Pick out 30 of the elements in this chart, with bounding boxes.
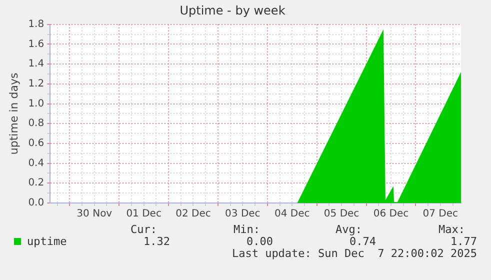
x-tick-label: 03 Dec [225,208,260,220]
text: Last update: Sun Dec 7 22:00:02 2025 [232,247,477,260]
text: 1.77 [450,235,477,248]
x-tick-label: 01 Dec [126,208,162,220]
legend-label: uptime [27,235,67,248]
y-tick-label: 1.4 [28,58,44,70]
text: Cur: [130,223,157,236]
x-tick-label: 05 Dec [324,208,360,220]
y-tick-label: 0.0 [28,198,44,209]
y-tick-label: 1.2 [28,78,44,90]
x-tick-label: 04 Dec [274,208,310,220]
text: Avg: [336,223,362,236]
y-tick-label: 1.0 [28,98,44,110]
text: Min: [234,223,260,236]
y-tick-label: 1.6 [28,38,44,50]
y-axis-title: uptime in days [7,72,20,155]
y-tick-label: 0.6 [28,138,44,150]
y-tick-label: 0.4 [28,158,44,169]
y-tick-label: 0.2 [28,178,44,189]
x-tick-label: 02 Dec [176,208,211,220]
y-tick-label: 0.8 [28,118,44,130]
x-tick-label: 30 Nov [76,208,112,220]
text: 0.74 [350,235,376,248]
x-tick-label: 07 Dec [422,208,458,220]
text: 0.00 [246,235,273,248]
x-tick-label: 06 Dec [373,208,409,220]
text: Max: [438,223,465,236]
y-tick-label: 1.8 [28,18,44,30]
text: 1.32 [144,235,170,248]
chart-title: Uptime - by week [180,3,286,18]
